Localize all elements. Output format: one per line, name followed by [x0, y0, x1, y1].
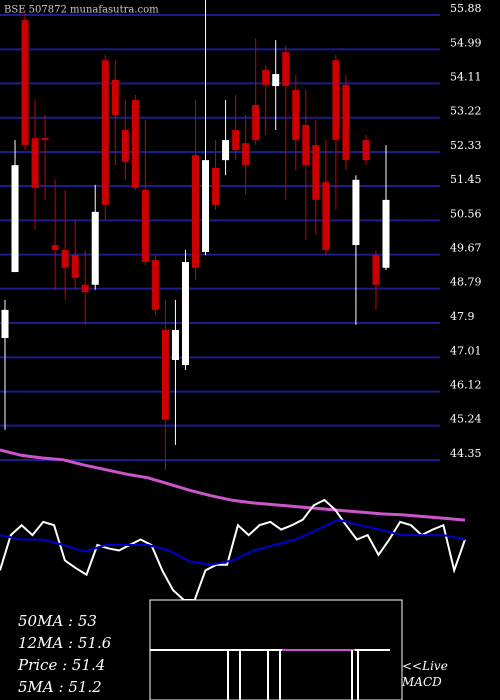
candle-body	[11, 165, 19, 273]
chart-title: BSE 507872 munafasutra.com	[4, 5, 159, 16]
candle-body	[292, 89, 300, 141]
info-text: 12MA : 51.6	[18, 634, 112, 652]
candle-body	[41, 138, 49, 141]
candle-body	[272, 74, 280, 87]
info-text: 50MA : 53	[18, 612, 97, 630]
candle-body	[322, 182, 330, 251]
macd-histogram	[227, 650, 359, 700]
candle-body	[252, 104, 260, 141]
candle-body	[232, 130, 240, 151]
candle-body	[242, 143, 250, 166]
indicator-line	[0, 448, 466, 522]
y-tick-label: 48.79	[450, 276, 482, 289]
y-tick-label: 44.35	[450, 447, 482, 460]
y-tick-label: 53.22	[450, 105, 482, 118]
candle-body	[121, 130, 129, 163]
candle-body	[282, 52, 290, 87]
candle-body	[222, 140, 230, 161]
candle-body	[51, 245, 59, 251]
y-tick-label: 54.11	[450, 70, 482, 83]
candle-body	[352, 179, 360, 246]
candle-body	[312, 145, 320, 200]
y-tick-label: 52.33	[450, 139, 482, 152]
candle-body	[362, 140, 370, 161]
candle-body	[21, 20, 29, 146]
y-tick-label: 55.88	[450, 2, 482, 15]
y-tick-label: 51.45	[450, 173, 482, 186]
candle-body	[382, 199, 390, 268]
candle-body	[262, 69, 270, 85]
candle-body	[161, 329, 169, 420]
candle-body	[202, 160, 210, 252]
candle-body	[101, 60, 109, 205]
y-tick-label: 50.56	[450, 207, 482, 220]
candle-body	[192, 155, 199, 268]
candle-body	[91, 211, 99, 285]
candle-body	[151, 260, 159, 310]
candle-body	[61, 250, 69, 268]
candle-body	[1, 309, 9, 339]
y-tick-label: 54.99	[450, 36, 482, 49]
candle-body	[332, 60, 340, 141]
y-tick-label: 47.9	[450, 310, 475, 323]
candle-body	[111, 79, 119, 115]
y-tick-label: 49.67	[450, 242, 482, 255]
candle-body	[71, 255, 79, 278]
candle-body	[131, 99, 139, 188]
candle-body	[31, 138, 39, 188]
indicator-line	[0, 518, 466, 566]
y-tick-label: 45.24	[450, 413, 482, 426]
indicator-line	[0, 498, 466, 601]
info-text: Price : 51.4	[17, 656, 105, 674]
y-tick-label: 46.12	[450, 379, 482, 392]
candle-body	[171, 329, 179, 361]
y-tick-label: 47.01	[450, 344, 482, 357]
info-text: 5MA : 51.2	[18, 678, 102, 696]
candle-body	[212, 167, 220, 205]
candle-body	[342, 84, 350, 161]
candle-body	[141, 189, 149, 263]
candle-body	[181, 262, 189, 366]
candle-body	[372, 255, 380, 285]
macd-label: <<Live MACD	[402, 659, 448, 689]
candle-body	[302, 125, 310, 166]
candle-body	[81, 284, 89, 293]
macd-label-box: <<Live MACD	[402, 659, 448, 689]
